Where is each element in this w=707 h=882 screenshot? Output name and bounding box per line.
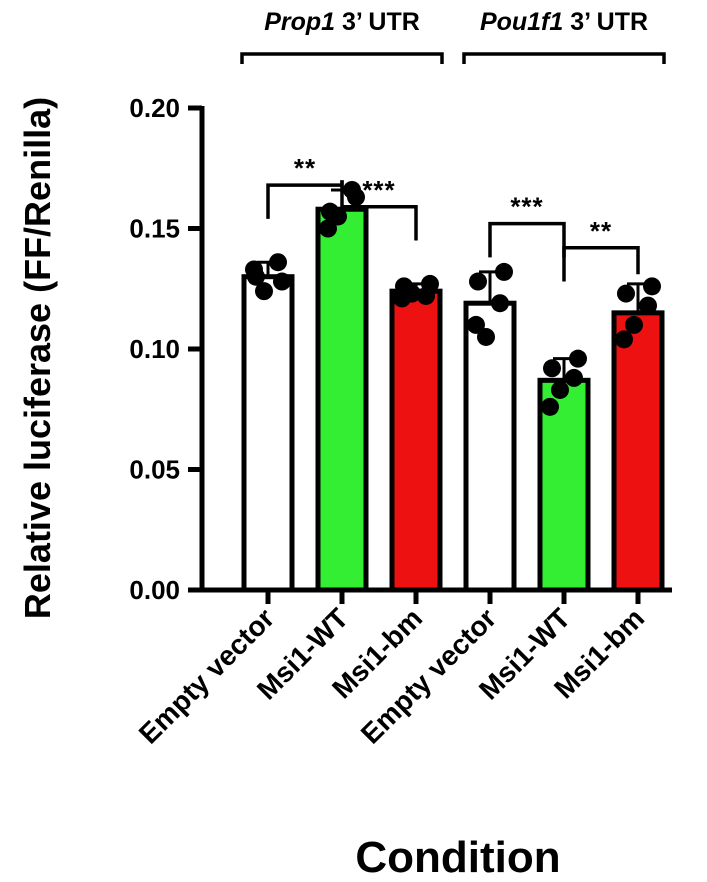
data-point <box>491 294 509 313</box>
data-point <box>247 267 265 286</box>
significance-label: ** <box>294 153 316 183</box>
bar-3 <box>389 288 443 593</box>
data-point <box>477 327 495 346</box>
data-point <box>321 202 339 221</box>
data-point <box>543 359 561 378</box>
data-point <box>625 315 643 334</box>
data-points <box>245 180 661 416</box>
significance-bracket-4 <box>562 246 640 282</box>
significance-bracket-3 <box>488 221 566 258</box>
bar-4 <box>463 300 517 593</box>
data-point <box>569 349 587 368</box>
data-point <box>255 282 273 301</box>
significance-label: *** <box>510 192 543 222</box>
data-point <box>643 277 661 296</box>
data-point <box>495 262 513 281</box>
y-ticks: 0.00 0.05 0.10 0.15 0.20 <box>129 93 202 605</box>
y-tick-label: 0.05 <box>129 455 180 485</box>
significance-label: *** <box>362 175 395 205</box>
data-point <box>639 296 657 315</box>
data-point <box>541 397 559 416</box>
group-bracket-1 <box>240 52 444 64</box>
y-tick-label: 0.10 <box>129 334 180 364</box>
group-brackets: Prop1 3’ UTR Pou1f1 3’ UTR <box>240 8 666 64</box>
group-label-1: Prop1 3’ UTR <box>264 8 420 36</box>
data-point <box>269 253 287 272</box>
y-axis-title: Relative luciferase (FF/Renilla) <box>17 97 58 619</box>
data-point <box>469 272 487 291</box>
bar-6 <box>611 310 665 593</box>
data-point <box>615 330 633 349</box>
data-point <box>319 219 337 238</box>
y-tick-label: 0.00 <box>129 575 180 605</box>
y-tick-label: 0.15 <box>129 214 180 244</box>
significance-brackets: ********** <box>266 153 640 282</box>
data-point <box>551 380 569 399</box>
group-label-2: Pou1f1 3’ UTR <box>480 8 648 36</box>
x-axis-title: Condition <box>355 833 560 882</box>
bar-2 <box>315 206 369 593</box>
bar-1 <box>241 274 295 593</box>
group-bracket-2 <box>462 52 666 64</box>
data-point <box>343 180 361 199</box>
bars <box>241 206 665 593</box>
data-point <box>467 315 485 334</box>
significance-label: ** <box>590 216 612 246</box>
data-point <box>395 277 413 296</box>
y-tick-label: 0.20 <box>129 93 180 123</box>
data-point <box>273 272 291 291</box>
data-point <box>617 284 635 303</box>
data-point <box>417 286 435 305</box>
data-point <box>565 368 583 387</box>
